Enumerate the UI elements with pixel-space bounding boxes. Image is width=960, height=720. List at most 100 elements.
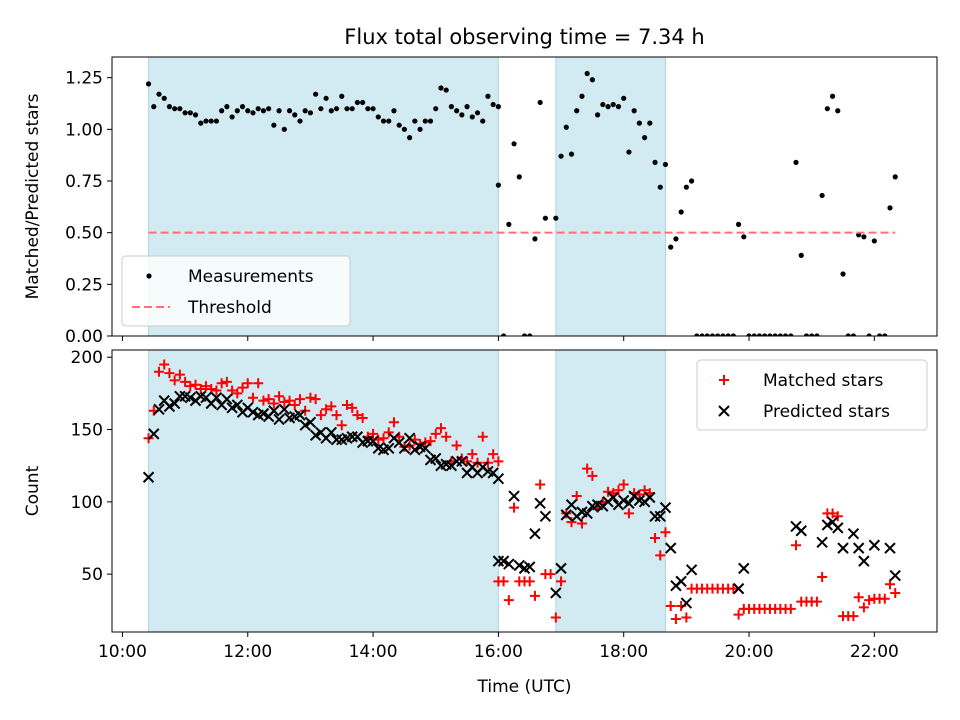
series-measurements-point (323, 95, 329, 101)
x-tick-label: 16:00 (474, 642, 523, 662)
series-measurements-point (715, 333, 721, 336)
series-matched-stars-point (498, 576, 509, 587)
series-measurements-point (448, 104, 454, 110)
legend: Measurements Threshold (121, 255, 351, 327)
series-measurements-point (281, 126, 287, 132)
legend-swatch-plus (719, 375, 729, 385)
series-predicted-stars-point (680, 597, 693, 609)
series-measurements-point (563, 124, 569, 130)
series-measurements-point (683, 184, 689, 190)
series-matched-stars-point (561, 508, 572, 519)
series-measurements-point (777, 333, 783, 336)
series-measurements-point (224, 104, 230, 110)
series-measurements-point (516, 174, 522, 180)
series-measurements-point (454, 108, 460, 114)
series-predicted-stars-point (868, 539, 881, 551)
series-predicted-stars-point (168, 397, 181, 410)
series-predicted-stars-point (268, 405, 280, 417)
series-measurements-point (182, 110, 188, 116)
series-matched-stars-point (289, 399, 300, 410)
series-predicted-stars-point (816, 536, 828, 549)
series-predicted-stars-point (403, 432, 416, 444)
series-matched-stars-point (650, 533, 661, 543)
series-predicted-stars-point (654, 510, 666, 523)
series-predicted-stars-point (524, 561, 536, 573)
series-measurements-point (177, 106, 183, 112)
series-predicted-stars-point (607, 491, 619, 504)
series-predicted-stars-point (581, 507, 593, 520)
series-predicted-stars-point (430, 452, 442, 465)
panel-bottom: 50 100 150 200 10:00 12:00 14:00 16:00 18:00 20:0… (23, 348, 938, 697)
series-measurements-point (213, 118, 220, 124)
series-measurements-point (380, 118, 387, 124)
y-tick-label: 0.25 (65, 275, 103, 295)
series-predicted-stars-point (210, 392, 223, 404)
series-matched-stars-point (247, 392, 258, 403)
series-matched-stars-point (232, 388, 243, 399)
series-matched-stars-point (488, 449, 499, 460)
series-measurements-point (845, 333, 851, 336)
series-measurements-point (427, 118, 434, 124)
series-matched-stars-point (253, 378, 264, 389)
chart-title: Flux total observing time = 7.34 h (344, 25, 704, 49)
series-matched-stars-point (216, 378, 227, 389)
x-axis-label: Time (UTC) (477, 677, 572, 697)
series-measurements-point (464, 104, 470, 110)
series-matched-stars-point (660, 527, 671, 538)
series-predicted-stars-point (503, 558, 515, 570)
series-predicted-stars-point (398, 442, 411, 455)
series-matched-stars-point (430, 428, 441, 439)
series-predicted-stars-point (174, 390, 186, 402)
series-predicted-stars-point (309, 429, 322, 442)
series-measurements-point (730, 333, 736, 336)
series-matched-stars-point (352, 410, 363, 421)
series-measurements-point (595, 112, 601, 118)
series-predicted-stars-point (659, 501, 672, 514)
series-matched-stars-point (310, 394, 321, 405)
series-matched-stars-point (587, 470, 598, 481)
series-measurements-point (871, 238, 877, 244)
series-predicted-stars-point (508, 490, 520, 502)
series-matched-stars-point (294, 394, 305, 405)
series-matched-stars-point (336, 420, 347, 431)
series-predicted-stars-point (732, 582, 745, 595)
series-measurements-point (302, 108, 308, 114)
series-predicted-stars-point (367, 435, 379, 447)
series-measurements-point (412, 118, 418, 124)
series-matched-stars-point (571, 491, 582, 502)
series-predicted-stars-point (419, 442, 431, 455)
series-predicted-stars-point (492, 555, 505, 567)
series-predicted-stars-point (299, 419, 311, 431)
series-measurements-point (501, 333, 507, 336)
series-measurements-point (704, 333, 710, 336)
series-measurements-point (417, 126, 423, 132)
series-matched-stars-point (221, 376, 232, 387)
series-predicted-stars-point (664, 542, 677, 554)
series-measurements-point (756, 333, 763, 336)
series-measurements-point (600, 101, 606, 108)
legend-swatch-x (718, 405, 730, 417)
series-measurements-point (647, 120, 653, 126)
y-tick-label: 1.00 (65, 120, 103, 140)
series-predicted-stars-point (278, 403, 291, 415)
series-measurements-point (396, 122, 402, 128)
series-matched-stars-point (164, 368, 175, 379)
series-measurements-point (641, 135, 648, 141)
series-measurements-point (741, 234, 747, 240)
series-matched-stars-point (681, 612, 692, 623)
series-measurements-point (145, 81, 152, 87)
series-measurements-point (208, 118, 214, 124)
series-predicted-stars-point (221, 393, 233, 405)
x-tick-label: 14:00 (349, 642, 398, 662)
series-measurements-point (720, 333, 726, 336)
series-predicted-stars-point (738, 562, 750, 575)
series-predicted-stars-point (795, 525, 807, 537)
series-predicted-stars-point (383, 442, 395, 455)
series-measurements-point (433, 106, 439, 112)
y-tick-label: 0.75 (65, 172, 103, 192)
series-predicted-stars-point (247, 406, 259, 418)
series-matched-stars-point (556, 576, 567, 587)
series-measurements-point (678, 209, 684, 215)
series-measurements-point (391, 108, 397, 114)
